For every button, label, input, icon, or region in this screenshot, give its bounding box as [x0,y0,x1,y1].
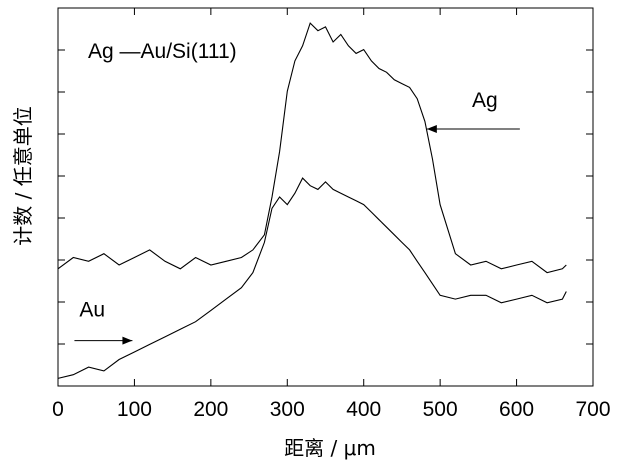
annotation-label-au: Au [79,299,105,322]
y-axis-label: 计数 / 任意单位 [11,106,35,245]
arrow-head-icon [426,124,437,133]
series-group [57,22,567,379]
plot-frame [57,7,594,387]
x-tick-label: 200 [193,398,228,421]
plot-frame-group [57,7,594,387]
x-tick-label: 600 [499,398,534,421]
x-tick-label: 500 [423,398,458,421]
x-tick-labels: 0 100 200 300 400 500 600 700 [52,398,610,421]
x-tick-label: 700 [575,398,610,421]
series-line-ag [57,22,567,274]
x-tick-label: 100 [117,398,152,421]
annotations: Ag Au [74,89,520,345]
annotation-label-ag: Ag [472,89,498,112]
chart-title: Ag —Au/Si(111) [88,40,237,63]
arrow-head-icon [122,336,133,345]
x-tick-label: 0 [52,398,64,421]
x-tick-label: 300 [270,398,305,421]
series-line-au [57,177,567,379]
x-tick-label: 400 [346,398,381,421]
x-axis-label: 距离 / μm [284,436,376,460]
